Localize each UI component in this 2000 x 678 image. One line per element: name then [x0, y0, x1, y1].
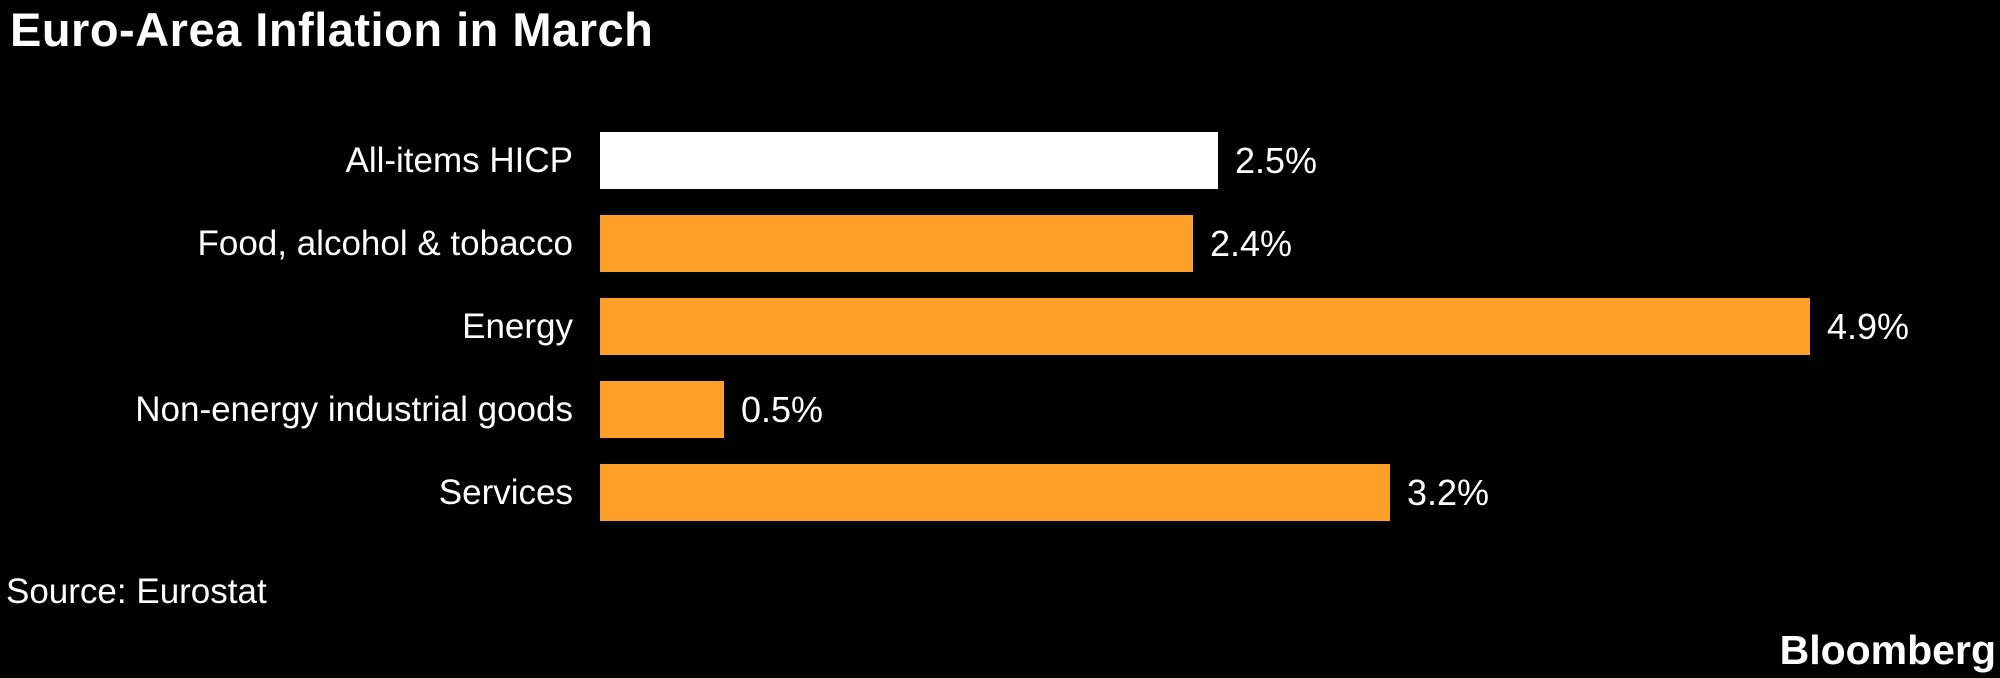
- category-label: Energy: [462, 307, 573, 346]
- source-attribution: Source: Eurostat: [6, 572, 267, 611]
- value-label: 0.5%: [741, 389, 824, 430]
- category-label: All-items HICP: [345, 141, 573, 180]
- bar: [600, 381, 724, 438]
- chart-title: Euro-Area Inflation in March: [10, 3, 654, 56]
- chart-rows: All-items HICP 2.5% Food, alcohol & tobacc…: [0, 132, 2000, 521]
- value-label: 2.4%: [1210, 223, 1293, 264]
- value-label: 2.5%: [1235, 140, 1318, 181]
- chart-row: Non-energy industrial goods 0.5%: [0, 381, 2000, 438]
- value-label: 3.2%: [1407, 472, 1490, 513]
- bar: [600, 132, 1218, 189]
- bar: [600, 215, 1193, 272]
- bloomberg-logo: Bloomberg: [1779, 627, 1996, 673]
- category-label: Non-energy industrial goods: [135, 390, 573, 429]
- chart-row: Services 3.2%: [0, 464, 2000, 521]
- bar: [600, 298, 1810, 355]
- category-label: Food, alcohol & tobacco: [197, 224, 573, 263]
- chart-row: Food, alcohol & tobacco 2.4%: [0, 215, 2000, 272]
- chart-row: Energy 4.9%: [0, 298, 2000, 355]
- bar: [600, 464, 1390, 521]
- chart-row: All-items HICP 2.5%: [0, 132, 2000, 189]
- value-label: 4.9%: [1827, 306, 1910, 347]
- category-label: Services: [438, 473, 573, 512]
